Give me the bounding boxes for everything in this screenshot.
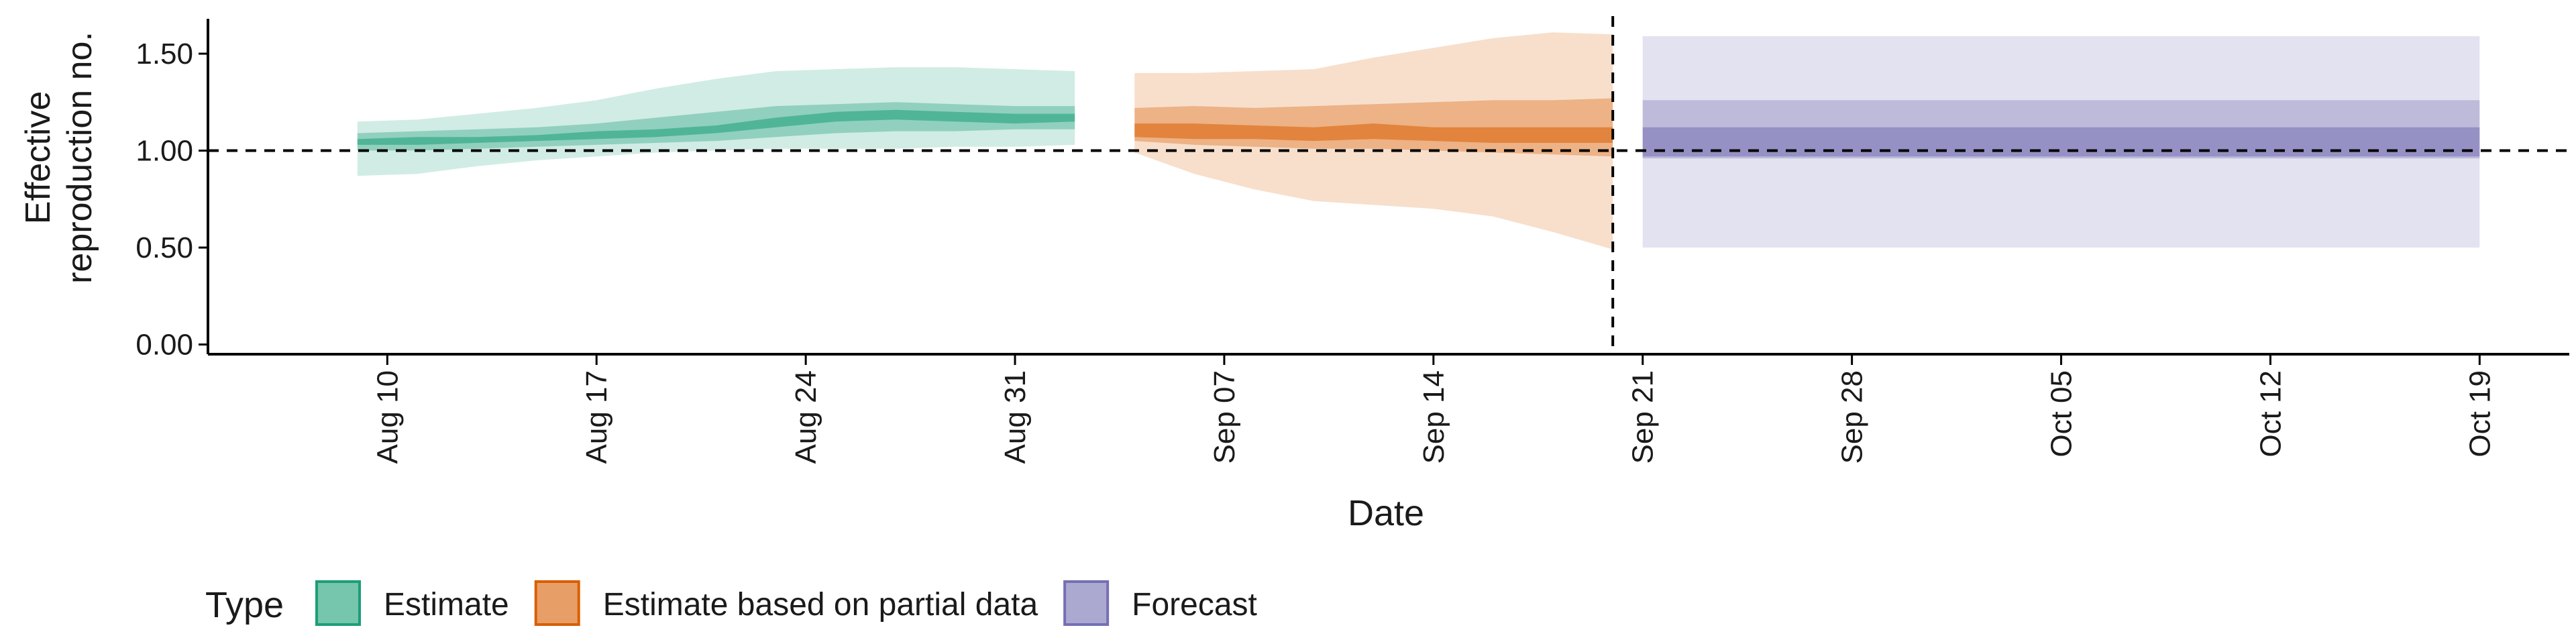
- series-1-band-0: [1134, 32, 1613, 250]
- y-tick-label: 0.00: [136, 329, 193, 362]
- series-1: [1134, 32, 1613, 250]
- y-tick-label: 0.50: [136, 231, 193, 264]
- legend-title: Type: [205, 585, 284, 625]
- x-tick-label: Oct 19: [2463, 370, 2496, 458]
- x-tick-label: Oct 12: [2254, 370, 2287, 458]
- legend-item: Estimate based on partial data: [534, 580, 1038, 626]
- series-2: [1642, 36, 2480, 248]
- legend-swatch: [315, 580, 361, 626]
- y-axis-title-line-2: reproduction no.: [60, 32, 99, 284]
- legend-swatch: [534, 580, 580, 626]
- x-tick-label: Sep 07: [1208, 370, 1241, 464]
- axes: 0.00 0.50 1.00 1.50 Aug 10 Aug 17 Aug 24 Aug 31…: [136, 19, 2569, 464]
- legend-label: Estimate: [384, 587, 509, 623]
- y-tick-label: 1.50: [136, 38, 193, 70]
- legend: Type Estimate Estimate based on partial da…: [205, 580, 1257, 626]
- series-0-band-2: [357, 109, 1075, 145]
- legend-label: Estimate based on partial data: [603, 587, 1038, 623]
- x-tick-label: Oct 05: [2045, 370, 2078, 458]
- y-tick-label: 1.00: [136, 135, 193, 168]
- x-tick-label: Aug 31: [999, 370, 1032, 464]
- legend-label: Forecast: [1132, 587, 1257, 623]
- legend-swatch: [1063, 580, 1110, 626]
- x-tick-label: Sep 28: [1836, 370, 1869, 464]
- x-tick-label: Aug 10: [371, 370, 404, 464]
- x-tick-label: Aug 24: [790, 370, 822, 464]
- x-axis-title: Date: [1348, 493, 1424, 533]
- legend-item: Estimate: [315, 580, 509, 626]
- reference-lines: [208, 16, 2569, 356]
- series-1-band-2: [1134, 123, 1613, 143]
- x-tick-label: Sep 21: [1627, 370, 1660, 464]
- series-0-band-0: [357, 67, 1075, 176]
- legend-item: Forecast: [1063, 580, 1257, 626]
- x-tick-label: Aug 17: [580, 370, 613, 464]
- y-axis-title-line-1: Effective: [19, 91, 58, 224]
- series-0: [357, 67, 1075, 176]
- y-axis-title: Effective reproduction no.: [19, 32, 99, 284]
- series-2-band-2: [1642, 127, 2480, 157]
- credible-interval-bands: [357, 32, 2480, 250]
- x-tick-label: Sep 14: [1417, 370, 1450, 464]
